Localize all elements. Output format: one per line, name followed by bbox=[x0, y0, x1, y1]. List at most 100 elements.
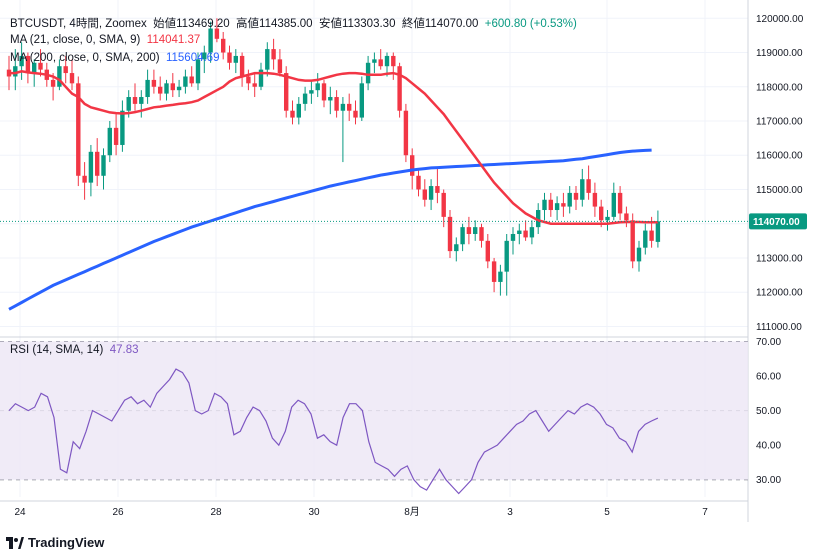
candle-body bbox=[372, 59, 377, 63]
candle bbox=[460, 223, 465, 252]
ma-200-label: MA (200, close, 0, SMA, 200) bbox=[10, 52, 160, 64]
candle bbox=[561, 192, 566, 217]
candle-body bbox=[397, 66, 402, 111]
candle bbox=[82, 162, 87, 200]
candle bbox=[271, 38, 276, 70]
candle bbox=[353, 100, 358, 125]
candle bbox=[145, 69, 150, 104]
candle-body bbox=[63, 66, 68, 74]
ma-200-legend[interactable]: MA (200, close, 0, SMA, 200) 115604.69 bbox=[10, 52, 219, 64]
price-tick-label: 115000.00 bbox=[756, 185, 803, 196]
symbol-title[interactable]: BTCUSDT, 4時間, Zoomex bbox=[10, 18, 147, 30]
candle bbox=[536, 203, 541, 234]
candle-body bbox=[221, 38, 226, 53]
candle-body bbox=[611, 192, 616, 217]
candle-body bbox=[473, 227, 478, 234]
candle bbox=[328, 86, 333, 115]
last-price-text: 114070.00 bbox=[753, 217, 800, 228]
candle-body bbox=[378, 59, 383, 67]
candle bbox=[57, 59, 62, 91]
candle-body bbox=[309, 90, 314, 94]
low-label: 安値 bbox=[318, 18, 342, 30]
candle bbox=[573, 186, 579, 211]
price-tick-label: 113000.00 bbox=[756, 253, 803, 264]
candle bbox=[447, 210, 453, 258]
candle-body bbox=[636, 247, 642, 262]
candle-body bbox=[479, 227, 484, 241]
candle bbox=[504, 233, 509, 296]
candle-body bbox=[170, 83, 175, 91]
time-axis[interactable]: 24 26 28 30 8月 3 5 7 bbox=[14, 506, 708, 518]
candle-body bbox=[32, 62, 37, 74]
candle bbox=[69, 59, 75, 91]
candle-body bbox=[567, 192, 572, 207]
candle-body bbox=[630, 220, 635, 262]
candle bbox=[542, 192, 547, 221]
candle-body bbox=[296, 103, 301, 118]
candle-body bbox=[202, 52, 207, 60]
tradingview-brand[interactable]: TradingView bbox=[6, 535, 104, 550]
candle-body bbox=[158, 86, 163, 94]
candle bbox=[13, 49, 18, 91]
candle-body bbox=[132, 97, 138, 104]
change-value: +600.80 (+0.53%) bbox=[484, 18, 577, 30]
candle-body bbox=[246, 76, 251, 84]
high-label: 高値 bbox=[236, 18, 260, 30]
candle bbox=[416, 168, 421, 197]
candle-body bbox=[359, 83, 364, 118]
candle-body bbox=[447, 216, 453, 252]
candle-body bbox=[120, 110, 125, 145]
candle bbox=[636, 240, 642, 272]
candle-body bbox=[189, 76, 194, 84]
candle bbox=[428, 179, 434, 211]
candle-body bbox=[624, 213, 629, 221]
rsi-legend[interactable]: RSI (14, SMA, 14) 47.83 bbox=[10, 344, 138, 356]
candle-body bbox=[517, 230, 522, 234]
high-value: 114385.00 bbox=[259, 18, 313, 30]
candle bbox=[617, 186, 623, 221]
candle-body bbox=[573, 192, 579, 200]
candle bbox=[334, 90, 339, 118]
price-tick-label: 112000.00 bbox=[756, 288, 803, 299]
candle-body bbox=[76, 83, 81, 176]
candle bbox=[403, 103, 409, 163]
candle-body bbox=[315, 83, 320, 91]
time-tick-label: 8月 bbox=[404, 506, 420, 518]
candle-body bbox=[441, 192, 446, 217]
candle-body bbox=[95, 151, 100, 176]
candle bbox=[567, 186, 572, 214]
close-value: 114070.00 bbox=[424, 18, 479, 30]
candle-body bbox=[536, 210, 541, 228]
candle-body bbox=[107, 127, 112, 156]
time-tick-label: 24 bbox=[14, 507, 26, 518]
candle-body bbox=[101, 155, 106, 176]
candle-body bbox=[214, 28, 220, 39]
candle bbox=[611, 182, 616, 221]
candle-body bbox=[485, 240, 490, 262]
ma-21-legend[interactable]: MA (21, close, 0, SMA, 9) 114041.37 bbox=[10, 34, 200, 46]
rsi-axis[interactable]: 30.00 40.00 50.00 60.00 70.00 bbox=[756, 337, 781, 486]
candle bbox=[491, 257, 497, 293]
candle-body bbox=[548, 199, 553, 211]
tradingview-logo-icon bbox=[6, 536, 24, 549]
candle bbox=[88, 144, 94, 197]
candle-body bbox=[592, 192, 598, 207]
candle-body bbox=[13, 66, 18, 77]
candle-body bbox=[649, 230, 654, 241]
candle bbox=[252, 73, 257, 98]
candle-body bbox=[57, 66, 62, 87]
candle-body bbox=[25, 55, 31, 74]
candle bbox=[586, 165, 591, 200]
rsi-tick-label: 50.00 bbox=[756, 406, 781, 417]
candle bbox=[365, 55, 371, 91]
price-tick-label: 111000.00 bbox=[756, 322, 802, 333]
candle bbox=[158, 76, 163, 101]
candle-body bbox=[504, 240, 509, 272]
candle-body bbox=[50, 79, 56, 87]
candle-body bbox=[328, 97, 333, 101]
rsi-tick-label: 30.00 bbox=[756, 475, 781, 486]
candle bbox=[643, 223, 648, 255]
candle-body bbox=[252, 83, 257, 87]
candle bbox=[435, 168, 440, 204]
